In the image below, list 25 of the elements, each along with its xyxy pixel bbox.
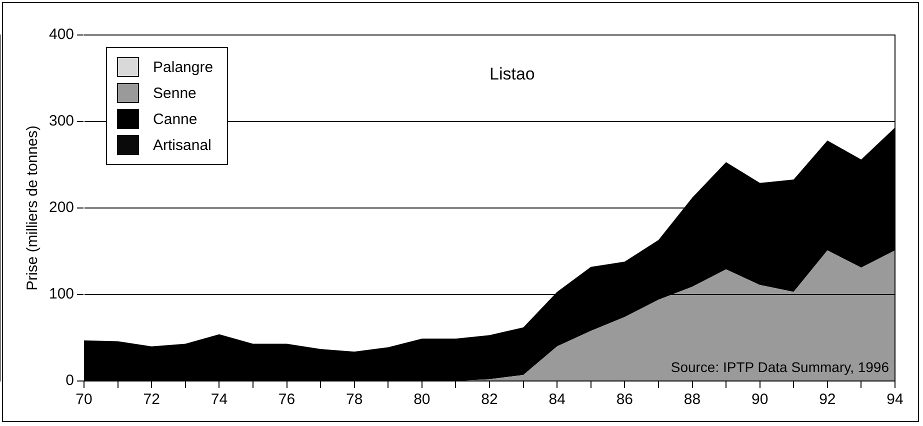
y-tick-label: 100 bbox=[48, 286, 74, 303]
y-tick-label: 0 bbox=[66, 372, 74, 390]
x-tick-label: 82 bbox=[481, 391, 498, 408]
y-axis-title: Prise (milliers de tonnes) bbox=[24, 125, 42, 291]
legend-label: Canne bbox=[153, 110, 198, 128]
x-tick-label: 72 bbox=[143, 391, 160, 408]
x-tick-label: 94 bbox=[886, 391, 904, 408]
y-tick-label: 200 bbox=[48, 199, 74, 216]
legend-label: Artisanal bbox=[153, 136, 212, 154]
x-tick-label: 90 bbox=[751, 391, 768, 408]
text: Listao bbox=[490, 64, 535, 84]
x-tick-label: 76 bbox=[278, 391, 296, 408]
x-tick-label: 92 bbox=[819, 391, 836, 408]
x-tick-label: 84 bbox=[548, 391, 566, 408]
x-tick-label: 88 bbox=[684, 391, 701, 408]
y-tick-label: 400 bbox=[48, 26, 74, 44]
x-tick-label: 70 bbox=[76, 391, 92, 408]
x-tick-label: 80 bbox=[414, 391, 430, 408]
legend-label: Senne bbox=[153, 84, 196, 102]
annotation: Source: IPTP Data Summary, 1996 bbox=[670, 358, 890, 375]
x-tick-label: 74 bbox=[210, 391, 228, 408]
y-tick-label: 300 bbox=[48, 112, 74, 130]
x-tick-label: 86 bbox=[616, 391, 634, 408]
legend-label: Palangre bbox=[153, 58, 214, 76]
x-tick-label: 78 bbox=[346, 391, 363, 408]
